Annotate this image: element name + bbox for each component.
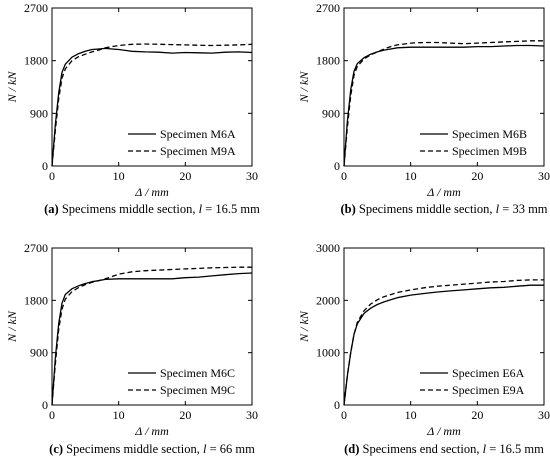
plot-frame (343, 247, 545, 406)
x-axis-label: Δ / mm (134, 185, 169, 199)
x-tick-label: 10 (405, 169, 417, 183)
caption-value: = 33 mm (499, 202, 548, 216)
series-line (343, 40, 544, 167)
x-tick-label: 30 (538, 169, 550, 183)
y-tick-label: 2000 (316, 293, 340, 307)
panel-caption: (c) Specimens middle section, l = 66 mm (49, 442, 255, 456)
y-tick-label: 0 (42, 159, 48, 173)
x-tick-label: 30 (246, 169, 258, 183)
caption-var: l (483, 442, 487, 456)
y-tick-label: 1800 (24, 54, 48, 68)
x-tick-label: 10 (113, 408, 125, 422)
y-tick-label: 900 (322, 106, 340, 120)
y-tick-label: 900 (30, 346, 48, 360)
caption-value: = 16.5 mm (202, 202, 260, 216)
y-tick-label: 0 (334, 398, 340, 412)
caption-letter: (a) (44, 202, 62, 216)
x-tick-label: 10 (113, 169, 125, 183)
x-tick-label: 20 (471, 169, 483, 183)
caption-letter: (d) (344, 442, 362, 456)
legend-label: Specimen E6A (452, 366, 525, 380)
legend-label: Specimen E9A (452, 383, 525, 397)
y-tick-label: 1800 (316, 54, 340, 68)
legend-label: Specimen M9C (160, 383, 235, 397)
caption-letter: (b) (340, 202, 358, 216)
x-tick-label: 10 (405, 408, 417, 422)
y-tick-label: 1800 (24, 293, 48, 307)
caption-value: = 66 mm (206, 442, 255, 456)
chart-panel: 0 10 20 30 0 1000 2000 3000 Δ / mm N / kN Specimen… (297, 241, 550, 456)
y-tick-label: 2700 (24, 241, 48, 255)
x-axis-label: Δ / mm (426, 424, 461, 438)
caption-var: l (199, 202, 203, 216)
caption-text: Specimens end section, (363, 442, 483, 456)
legend-label: Specimen M6B (452, 127, 527, 141)
panel-caption: (b) Specimens middle section, l = 33 mm (340, 202, 547, 216)
y-tick-label: 2700 (24, 1, 48, 15)
caption-letter: (c) (49, 442, 66, 456)
caption-var: l (203, 442, 207, 456)
y-tick-label: 2700 (316, 1, 340, 15)
x-tick-label: 30 (246, 408, 258, 422)
caption-text: Specimens middle section, (66, 442, 203, 456)
x-tick-label: 20 (179, 408, 191, 422)
legend-label: Specimen M6A (160, 127, 236, 141)
y-axis-label: N / kN (5, 310, 19, 343)
y-tick-label: 3000 (316, 241, 340, 255)
y-axis-label: N / kN (5, 71, 19, 104)
x-axis-label: Δ / mm (134, 424, 169, 438)
y-tick-label: 0 (42, 398, 48, 412)
plot-frame (51, 247, 253, 406)
x-tick-label: 20 (179, 169, 191, 183)
series-line (51, 43, 253, 167)
x-tick-label: 20 (471, 408, 483, 422)
x-tick-label: 0 (49, 169, 55, 183)
x-tick-label: 30 (538, 408, 550, 422)
panel-caption: (d) Specimens end section, l = 16.5 mm (344, 442, 544, 456)
x-tick-label: 0 (341, 408, 347, 422)
y-axis-label: N / kN (297, 71, 311, 104)
x-axis-label: Δ / mm (426, 185, 461, 199)
caption-text: Specimens middle section, (359, 202, 496, 216)
legend-label: Specimen M9B (452, 144, 527, 158)
x-tick-label: 0 (49, 408, 55, 422)
y-tick-label: 1000 (316, 346, 340, 360)
legend-label: Specimen M6C (160, 366, 235, 380)
series-line (51, 272, 253, 406)
series-line (343, 44, 545, 167)
caption-var: l (496, 202, 500, 216)
y-tick-label: 0 (334, 159, 340, 173)
caption-text: Specimens middle section, (62, 202, 199, 216)
chart-panel: 0 10 20 30 0 900 1800 2700 Δ / mm N / kN Specimen … (5, 1, 260, 216)
caption-value: = 16.5 mm (486, 442, 544, 456)
chart-panel: 0 10 20 30 0 900 1800 2700 Δ / mm N / kN Specimen … (297, 1, 550, 216)
panel-caption: (a) Specimens middle section, l = 16.5 m… (44, 202, 260, 216)
series-line (51, 47, 253, 167)
x-tick-label: 0 (341, 169, 347, 183)
legend-label: Specimen M9A (160, 144, 236, 158)
series-line (51, 266, 252, 406)
plot-frame (51, 7, 253, 167)
plot-frame (343, 7, 545, 167)
y-tick-label: 900 (30, 106, 48, 120)
chart-panel: 0 10 20 30 0 900 1800 2700 Δ / mm N / kN Specimen … (5, 241, 258, 456)
y-axis-label: N / kN (297, 310, 311, 343)
series-line (343, 279, 544, 406)
